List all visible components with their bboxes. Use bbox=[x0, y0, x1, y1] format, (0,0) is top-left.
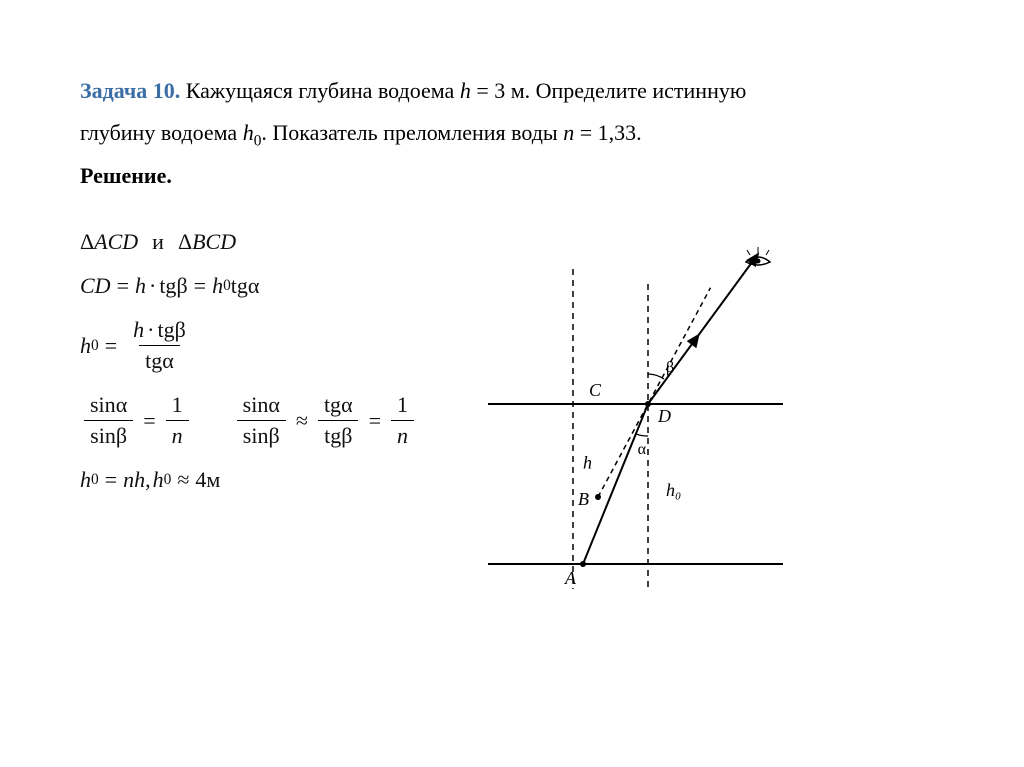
eq-triangles: ΔACD и ΔBCD bbox=[80, 229, 418, 255]
svg-text:h: h bbox=[583, 453, 592, 473]
eq-cd: CD = h · tgβ = h0 tgα bbox=[80, 273, 418, 299]
svg-text:C: C bbox=[589, 380, 602, 400]
task-label: Задача 10. bbox=[80, 78, 180, 103]
eq-sin-ratio: sinα sinβ = 1 n sinα sinβ ≈ tgα tgβ bbox=[80, 392, 418, 449]
eq-h0: h0 = h·tgβ tgα bbox=[80, 317, 418, 374]
equations-block: ΔACD и ΔBCD CD = h · tgβ = h0 tgα h0 = h… bbox=[80, 229, 418, 511]
svg-text:D: D bbox=[657, 406, 671, 426]
svg-text:h₀: h₀ bbox=[666, 480, 681, 500]
svg-text:α: α bbox=[638, 441, 647, 458]
problem-statement: Задача 10. Кажущаяся глубина водоема h =… bbox=[80, 70, 954, 155]
solution-label: Решение. bbox=[80, 163, 954, 189]
eq-result: h0 = nh, h0 ≈ 4м bbox=[80, 467, 418, 493]
refraction-diagram: C D B Ah h₀ β α bbox=[478, 229, 954, 629]
svg-text:B: B bbox=[578, 489, 589, 509]
svg-text:β: β bbox=[666, 359, 674, 376]
svg-text:A: A bbox=[564, 568, 577, 588]
